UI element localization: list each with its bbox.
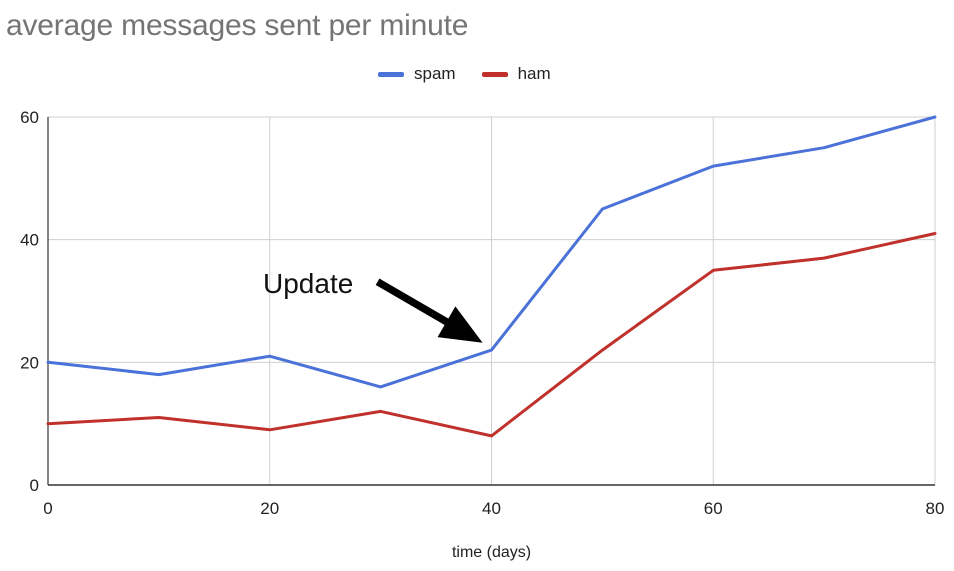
x-tick-label: 0 [43,499,52,518]
legend-label-spam: spam [414,64,456,83]
legend-swatch-spam [378,71,404,77]
annotation-arrow [375,278,483,343]
grid-lines [47,116,936,486]
y-tick-label: 60 [20,108,39,127]
annotation: Update [263,268,483,343]
series-line-spam [46,115,937,389]
y-tick-label: 40 [20,231,39,250]
x-tick-label: 40 [482,499,501,518]
y-tick-label: 0 [30,476,39,495]
legend-item-spam: spam [378,64,456,84]
annotation-text: Update [263,268,353,299]
series-line-ham [46,232,937,438]
legend-swatch-ham [481,71,508,77]
x-axis-title: time (days) [452,544,531,561]
legend-label-ham: ham [517,64,551,83]
x-tick-label: 60 [704,499,723,518]
legend-item-ham: ham [481,64,551,84]
y-tick-label: 20 [20,353,39,372]
x-tick-label: 20 [260,499,279,518]
series-lines [46,115,937,438]
chart-title: average messages sent per minute [6,9,469,42]
x-tick-label: 80 [926,499,945,518]
chart-legend: spam ham [378,64,551,84]
tick-labels: 0 20 40 60 0 20 40 60 80 [20,108,944,518]
